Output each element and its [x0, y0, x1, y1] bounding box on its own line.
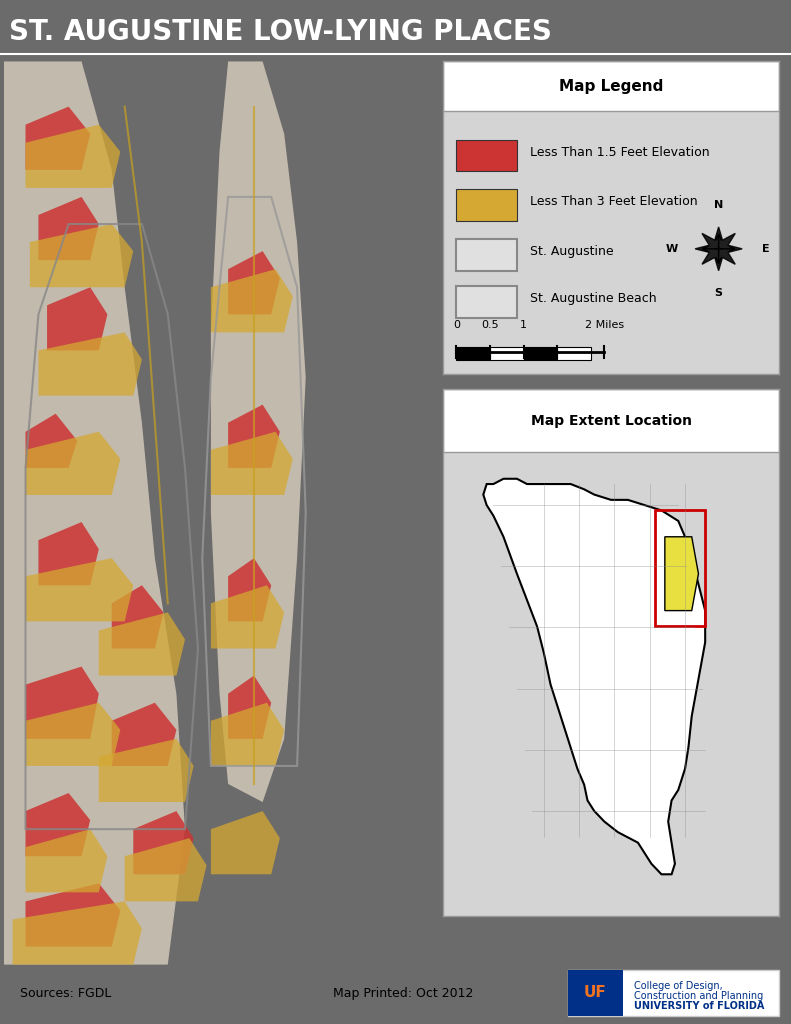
Polygon shape: [125, 839, 206, 901]
Polygon shape: [25, 432, 120, 495]
Polygon shape: [211, 61, 305, 802]
Polygon shape: [47, 287, 108, 350]
Polygon shape: [112, 586, 164, 648]
Text: St. Augustine Beach: St. Augustine Beach: [531, 292, 657, 305]
Bar: [524, 347, 557, 359]
Polygon shape: [39, 333, 142, 395]
Text: 2 Miles: 2 Miles: [585, 321, 624, 330]
Polygon shape: [99, 739, 194, 802]
Polygon shape: [25, 558, 133, 622]
Bar: [456, 240, 517, 270]
Polygon shape: [25, 125, 120, 187]
Text: W: W: [665, 244, 678, 254]
Polygon shape: [211, 811, 280, 874]
Text: Less Than 1.5 Feet Elevation: Less Than 1.5 Feet Elevation: [531, 145, 710, 159]
Text: ST. AUGUSTINE LOW-LYING PLACES: ST. AUGUSTINE LOW-LYING PLACES: [9, 17, 552, 45]
Text: Map Extent Location: Map Extent Location: [531, 414, 691, 428]
Text: Map Legend: Map Legend: [559, 79, 663, 94]
Polygon shape: [30, 224, 133, 287]
Bar: [456, 139, 517, 171]
Text: St. Augustine: St. Augustine: [531, 246, 614, 258]
Text: College of Design,: College of Design,: [634, 981, 723, 990]
Polygon shape: [112, 702, 176, 766]
Bar: [655, 510, 706, 627]
Polygon shape: [39, 197, 99, 260]
Text: Sources: FGDL: Sources: FGDL: [20, 987, 111, 999]
Polygon shape: [25, 414, 78, 468]
Polygon shape: [25, 667, 99, 739]
Bar: [443, 389, 779, 453]
Text: S: S: [714, 288, 723, 298]
Polygon shape: [695, 227, 742, 270]
Polygon shape: [99, 612, 185, 676]
Polygon shape: [665, 537, 698, 610]
Polygon shape: [39, 522, 99, 586]
Bar: [456, 287, 517, 317]
Bar: [558, 347, 591, 359]
Polygon shape: [25, 829, 108, 892]
Polygon shape: [228, 404, 280, 468]
Polygon shape: [228, 558, 271, 622]
Text: N: N: [714, 200, 723, 210]
Polygon shape: [4, 61, 185, 965]
Bar: [568, 971, 779, 1016]
Polygon shape: [211, 432, 293, 495]
Polygon shape: [25, 702, 120, 766]
Text: UF: UF: [584, 985, 607, 999]
Polygon shape: [133, 811, 194, 874]
Polygon shape: [25, 884, 120, 946]
Bar: [456, 347, 490, 359]
Polygon shape: [25, 106, 90, 170]
Text: 1: 1: [520, 321, 527, 330]
Polygon shape: [13, 901, 142, 965]
Text: Construction and Planning: Construction and Planning: [634, 991, 763, 1000]
Bar: [568, 971, 623, 1016]
Polygon shape: [228, 676, 271, 739]
Bar: [456, 189, 517, 221]
Polygon shape: [228, 251, 280, 314]
Text: 0.5: 0.5: [481, 321, 499, 330]
Text: UNIVERSITY of FLORIDA: UNIVERSITY of FLORIDA: [634, 1001, 765, 1011]
Polygon shape: [211, 586, 284, 648]
Polygon shape: [25, 793, 90, 856]
Bar: [443, 61, 779, 112]
Text: Less Than 3 Feet Elevation: Less Than 3 Feet Elevation: [531, 196, 698, 209]
Text: E: E: [762, 244, 770, 254]
Polygon shape: [483, 479, 706, 874]
Bar: [490, 347, 524, 359]
Polygon shape: [211, 269, 293, 333]
Text: 0: 0: [453, 321, 460, 330]
Text: Map Printed: Oct 2012: Map Printed: Oct 2012: [333, 987, 473, 999]
Polygon shape: [211, 702, 284, 766]
